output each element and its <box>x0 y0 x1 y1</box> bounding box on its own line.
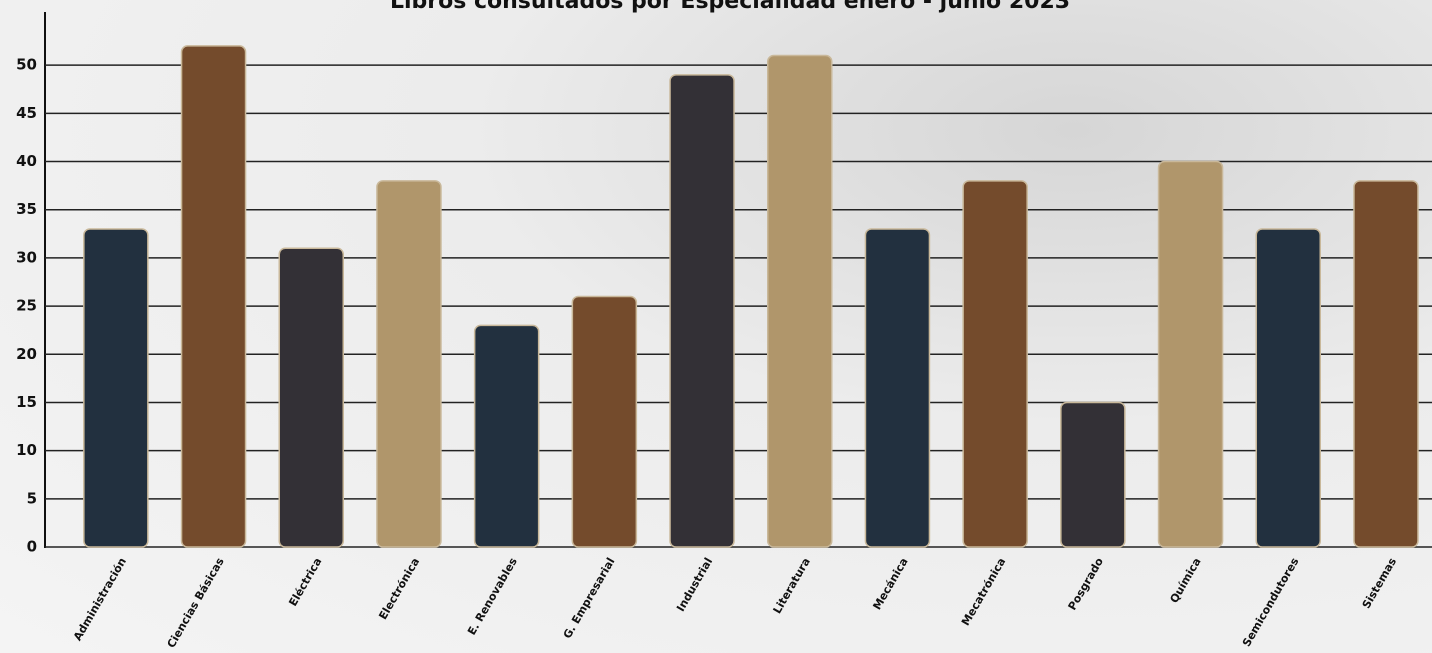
y-tick-label: 25 <box>16 297 37 315</box>
x-tick-label: Ciencias Básicas <box>165 555 227 650</box>
bar <box>473 324 540 548</box>
x-tick-label: Sistemas <box>1360 555 1400 611</box>
bar <box>962 180 1028 548</box>
y-tick-label: 15 <box>16 393 37 411</box>
y-tick-label: 30 <box>16 248 37 266</box>
x-tick-label: Electrónica <box>376 556 422 622</box>
bar <box>767 54 833 548</box>
y-tick-label: 40 <box>16 152 37 170</box>
y-tick-label: 20 <box>16 345 37 363</box>
y-tick-label: 5 <box>27 489 37 507</box>
x-tick-label: Posgrado <box>1066 555 1107 612</box>
bar <box>1255 228 1321 548</box>
x-tick-label: Química <box>1167 556 1203 606</box>
x-tick-label: Semicondutores <box>1240 555 1302 649</box>
bar <box>669 74 735 548</box>
y-tick-label: 10 <box>16 441 37 459</box>
bar <box>278 247 344 548</box>
y-tick-label: 45 <box>16 104 37 122</box>
y-tick-label: 35 <box>16 200 37 218</box>
x-tick-label: Eléctrica <box>286 556 324 609</box>
x-tick-label: Administración <box>71 556 129 644</box>
bar <box>180 45 247 548</box>
x-tick-label: Literatura <box>771 556 813 616</box>
bar <box>571 295 638 548</box>
x-tick-label: Mecatrónica <box>959 556 1008 628</box>
x-tick-label: Mecánica <box>870 556 910 613</box>
x-tick-label: Industrial <box>674 556 715 614</box>
bar <box>83 228 149 548</box>
y-tick-label: 50 <box>16 56 37 74</box>
bar <box>864 228 931 548</box>
x-tick-label: G. Empresarial <box>561 556 618 641</box>
bar <box>376 180 442 548</box>
bar <box>1157 160 1224 548</box>
chart-title: Libros consultados por Especialidad ener… <box>390 0 1070 14</box>
y-tick-label: 0 <box>27 538 37 556</box>
x-tick-label: E. Renovables <box>465 555 520 637</box>
bar <box>1353 180 1419 548</box>
bar <box>1060 401 1126 548</box>
